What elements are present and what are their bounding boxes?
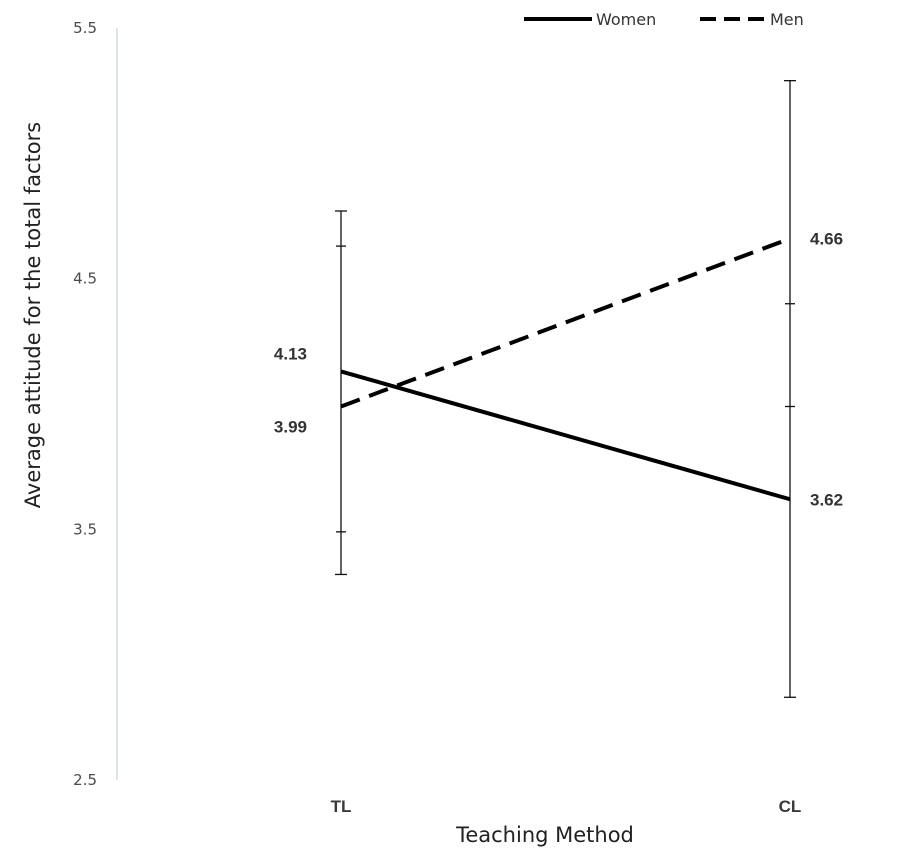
- legend: Women Men: [524, 10, 804, 29]
- y-tick-label: 2.5: [73, 771, 97, 789]
- data-label-women: 4.13: [274, 344, 307, 363]
- y-tick-label: 5.5: [73, 19, 97, 37]
- series-line-men: [340, 236, 791, 409]
- legend-label-women: Women: [596, 10, 656, 29]
- y-tick-label: 3.5: [73, 520, 97, 538]
- legend-label-men: Men: [770, 10, 804, 29]
- data-label-women: 3.62: [810, 490, 843, 509]
- series-line-women: [340, 369, 791, 502]
- y-axis-title: Average attitude for the total factors: [21, 122, 45, 508]
- data-label-men: 4.66: [810, 230, 843, 249]
- x-axis-title: Teaching Method: [455, 823, 634, 847]
- y-tick-label: 4.5: [73, 270, 97, 288]
- x-tick-label: CL: [779, 797, 802, 816]
- data-label-men: 3.99: [274, 418, 307, 437]
- x-tick-label: TL: [331, 797, 352, 816]
